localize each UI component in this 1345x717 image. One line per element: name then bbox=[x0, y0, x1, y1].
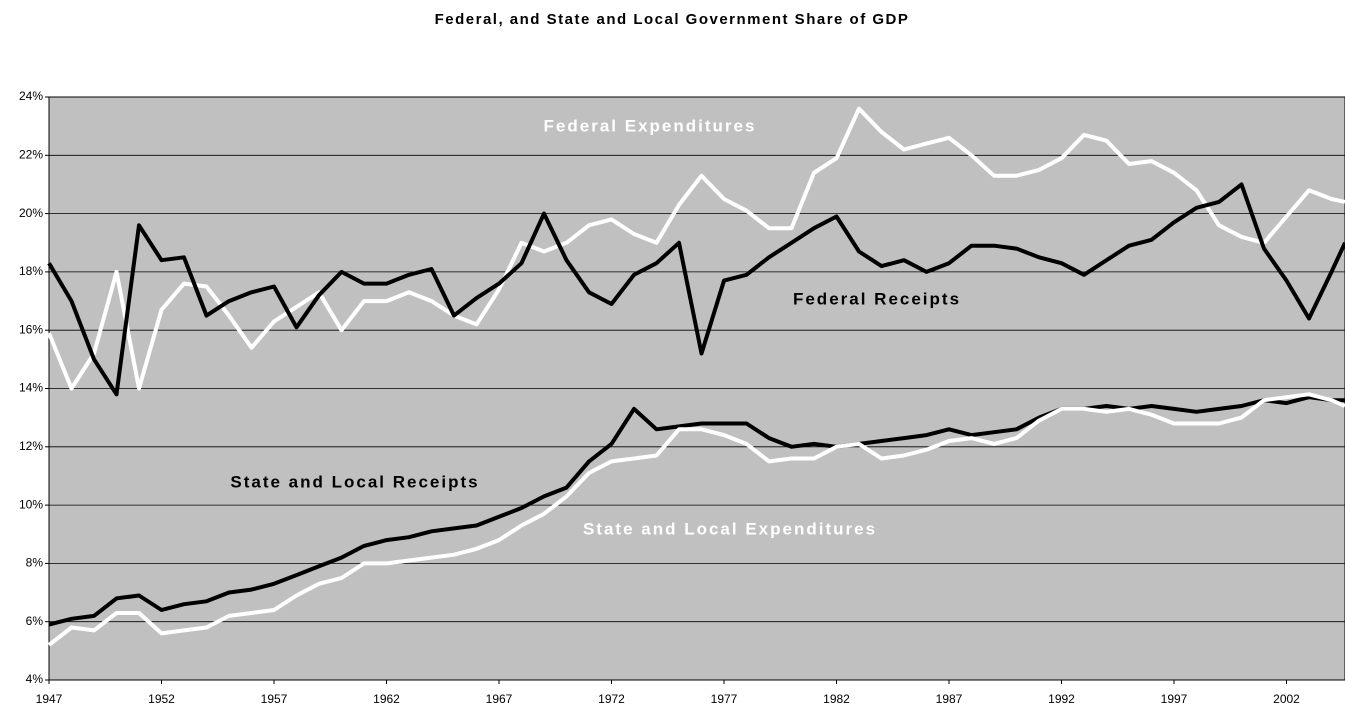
x-tick-label: 1952 bbox=[148, 692, 175, 706]
series-line bbox=[48, 395, 1345, 627]
x-tick-label: 1982 bbox=[823, 692, 850, 706]
x-tick-label: 2002 bbox=[1273, 692, 1300, 706]
x-tick-label: 1977 bbox=[711, 692, 738, 706]
chart-title: Federal, and State and Local Government … bbox=[435, 11, 910, 28]
series-line bbox=[47, 106, 1345, 391]
series-label: State and Local Expenditures bbox=[583, 519, 877, 538]
x-tick-label: 1957 bbox=[261, 692, 288, 706]
y-tick-label: 8% bbox=[26, 556, 44, 570]
y-tick-label: 20% bbox=[19, 206, 43, 220]
y-tick-label: 4% bbox=[26, 672, 44, 686]
y-tick-label: 12% bbox=[19, 439, 43, 453]
x-tick-label: 1967 bbox=[486, 692, 513, 706]
x-tick-label: 1947 bbox=[36, 692, 63, 706]
y-tick-label: 16% bbox=[19, 322, 43, 336]
x-tick-label: 1962 bbox=[373, 692, 400, 706]
y-tick-label: 6% bbox=[26, 614, 44, 628]
series-line bbox=[47, 182, 1345, 397]
x-tick-label: 1992 bbox=[1048, 692, 1075, 706]
series-label: Federal Receipts bbox=[793, 289, 961, 308]
x-tick-label: 1972 bbox=[598, 692, 625, 706]
series-label: Federal Expenditures bbox=[544, 116, 757, 135]
series-line bbox=[47, 392, 1345, 647]
x-tick-label: 1987 bbox=[936, 692, 963, 706]
y-tick-label: 14% bbox=[19, 381, 43, 395]
y-tick-label: 24% bbox=[19, 89, 43, 103]
x-tick-label: 1997 bbox=[1161, 692, 1188, 706]
series-label: State and Local Receipts bbox=[230, 472, 479, 491]
y-tick-label: 10% bbox=[19, 497, 43, 511]
y-tick-label: 22% bbox=[19, 147, 43, 161]
y-tick-label: 18% bbox=[19, 264, 43, 278]
